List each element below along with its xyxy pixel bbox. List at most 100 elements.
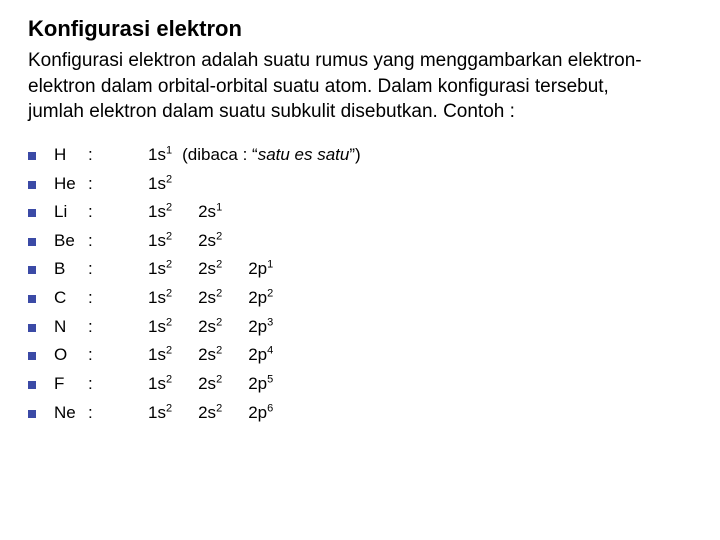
bullet-icon — [28, 352, 36, 360]
orbital: 2p3 — [248, 315, 273, 340]
orbital-shell: 1s — [148, 288, 166, 307]
orbital-shell: 2s — [198, 374, 216, 393]
intro-paragraph: Konfigurasi elektron adalah suatu rumus … — [28, 48, 668, 125]
orbital-superscript: 2 — [166, 173, 172, 185]
orbital-superscript: 2 — [166, 202, 172, 214]
orbital: 1s2 — [148, 229, 172, 254]
element-symbol: N — [54, 315, 88, 340]
colon-separator: : — [88, 257, 148, 282]
orbital: 2s2 — [198, 372, 222, 397]
orbital-superscript: 5 — [267, 373, 273, 385]
orbital: 1s1 — [148, 143, 172, 168]
electron-config-list: H:1s1(dibaca : “satu es satu”)He:1s2Li:1… — [28, 143, 692, 425]
orbital: 2p4 — [248, 343, 273, 368]
orbital-shell: 1s — [148, 317, 166, 336]
orbital-superscript: 2 — [166, 316, 172, 328]
bullet-icon — [28, 295, 36, 303]
bullet-icon — [28, 381, 36, 389]
orbital: 1s2 — [148, 172, 172, 197]
orbital-config: 1s2 2s2 2p6 — [148, 401, 273, 426]
element-symbol: Li — [54, 200, 88, 225]
orbital-superscript: 6 — [267, 402, 273, 414]
orbital-superscript: 2 — [166, 345, 172, 357]
orbital-shell: 1s — [148, 145, 166, 164]
bullet-icon — [28, 181, 36, 189]
orbital-config: 1s22s22p4 — [148, 343, 273, 368]
orbital: 2s2 — [198, 343, 222, 368]
bullet-icon — [28, 266, 36, 274]
orbital-shell: 2s — [198, 259, 216, 278]
list-item: He:1s2 — [28, 172, 692, 197]
list-item: F:1s22s22p5 — [28, 372, 692, 397]
colon-separator: : — [88, 401, 148, 426]
orbital: 2s2 — [198, 257, 222, 282]
element-symbol: Ne — [54, 401, 88, 426]
orbital-superscript: 2 — [216, 373, 222, 385]
orbital-shell: 2s — [198, 202, 216, 221]
orbital-superscript: 2 — [216, 345, 222, 357]
note-italic: satu es satu — [258, 145, 350, 164]
orbital-shell: 1s — [148, 374, 166, 393]
orbital-shell: 2p — [248, 288, 267, 307]
orbital: 2p1 — [248, 257, 273, 282]
orbital-config: 1s22s22p2 — [148, 286, 273, 311]
element-symbol: He — [54, 172, 88, 197]
list-item: H:1s1(dibaca : “satu es satu”) — [28, 143, 692, 168]
orbital-superscript: 2 — [166, 287, 172, 299]
element-symbol: C — [54, 286, 88, 311]
orbital-superscript: 1 — [166, 144, 172, 156]
orbital: 2s2 — [198, 286, 222, 311]
bullet-icon — [28, 209, 36, 217]
colon-separator: : — [88, 372, 148, 397]
orbital-shell: 2p — [248, 345, 267, 364]
list-item: N:1s22s22p3 — [28, 315, 692, 340]
orbital-superscript: 2 — [216, 230, 222, 242]
colon-separator: : — [88, 200, 148, 225]
orbital-config: 1s1 — [148, 143, 172, 168]
orbital: 1s2 — [148, 200, 172, 225]
orbital-config: 1s22s22p5 — [148, 372, 273, 397]
orbital: 2s2 — [198, 401, 222, 426]
element-symbol: O — [54, 343, 88, 368]
orbital-superscript: 2 — [166, 230, 172, 242]
element-symbol: F — [54, 372, 88, 397]
orbital: 2p5 — [248, 372, 273, 397]
orbital-shell: 2p — [248, 259, 267, 278]
orbital-superscript: 1 — [267, 259, 273, 271]
colon-separator: : — [88, 343, 148, 368]
orbital: 1s2 — [148, 372, 172, 397]
list-item: C:1s22s22p2 — [28, 286, 692, 311]
element-symbol: B — [54, 257, 88, 282]
orbital-superscript: 2 — [216, 316, 222, 328]
orbital-shell: 2s — [198, 403, 216, 422]
orbital: 2s2 — [198, 229, 222, 254]
orbital-shell: 2s — [198, 231, 216, 250]
orbital: 1s2 — [148, 257, 172, 282]
list-item: O:1s22s22p4 — [28, 343, 692, 368]
orbital-shell: 2s — [198, 288, 216, 307]
orbital-config: 1s2 — [148, 172, 172, 197]
orbital-config: 1s22s1 — [148, 200, 222, 225]
note-prefix: (dibaca : “ — [182, 145, 258, 164]
list-item: Be:1s22s2 — [28, 229, 692, 254]
list-item: Ne:1s2 2s2 2p6 — [28, 401, 692, 426]
colon-separator: : — [88, 229, 148, 254]
orbital: 2s2 — [198, 315, 222, 340]
orbital-superscript: 2 — [267, 287, 273, 299]
orbital: 1s2 — [148, 401, 172, 426]
bullet-icon — [28, 324, 36, 332]
element-symbol: Be — [54, 229, 88, 254]
orbital-shell: 2p — [248, 403, 267, 422]
list-item: B:1s2 2s2 2p1 — [28, 257, 692, 282]
orbital-shell: 2s — [198, 317, 216, 336]
orbital-config: 1s2 2s2 2p1 — [148, 257, 273, 282]
colon-separator: : — [88, 286, 148, 311]
orbital-shell: 2p — [248, 317, 267, 336]
bullet-icon — [28, 410, 36, 418]
colon-separator: : — [88, 172, 148, 197]
orbital: 2p6 — [248, 401, 273, 426]
orbital-superscript: 2 — [166, 373, 172, 385]
orbital-superscript: 2 — [216, 287, 222, 299]
orbital-shell: 1s — [148, 231, 166, 250]
orbital: 1s2 — [148, 315, 172, 340]
